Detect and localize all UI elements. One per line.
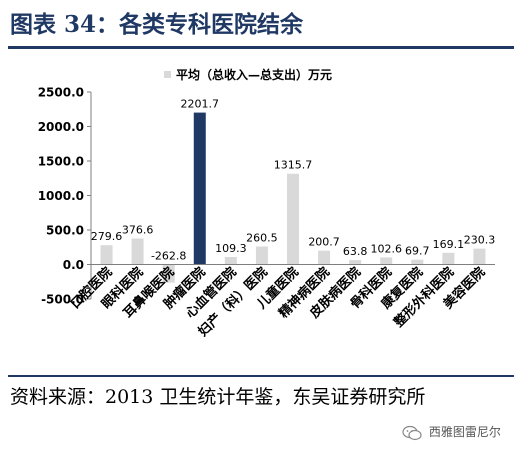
data-label: -262.8 (151, 250, 186, 263)
data-label: 63.8 (343, 245, 368, 258)
bar (380, 257, 393, 265)
bar (411, 259, 424, 265)
y-tick-label: 2500.0 (38, 86, 84, 100)
bar (473, 248, 486, 265)
bar (224, 256, 237, 265)
data-label: 230.3 (464, 234, 496, 247)
data-label: 376.6 (122, 224, 154, 237)
watermark-text: 西雅图雷尼尔 (428, 425, 501, 439)
y-axis: -500.0 0.0 500.0 1000.0 1500.0 2000.0 2500.0 (38, 86, 92, 307)
legend-swatch (164, 71, 171, 78)
y-tick-label: -500.0 (41, 293, 84, 307)
data-label: 2201.7 (181, 98, 220, 111)
data-label: 260.5 (246, 232, 278, 245)
y-tick-label: 500.0 (46, 224, 84, 238)
data-label: 109.3 (215, 242, 247, 255)
legend-label: 平均（总收入—总支出）万元 (176, 67, 332, 82)
bar (442, 252, 455, 265)
source-divider (8, 375, 514, 377)
bar (162, 264, 175, 283)
data-label: 102.6 (370, 242, 402, 255)
title-underline (8, 46, 514, 49)
chart-legend: 平均（总收入—总支出）万元 (164, 67, 332, 82)
bar (287, 173, 299, 265)
y-tick-label: 0.0 (63, 258, 84, 272)
source-note: 资料来源：2013 卫生统计年鉴，东吴证券研究所 (10, 386, 426, 408)
x-axis: 口腔医院眼科医院耳鼻喉医院肿瘤医院心血管医院妇产（科）医院儿童医院精神病医院皮肤… (67, 264, 495, 340)
y-tick-label: 1500.0 (38, 155, 84, 169)
watermark: 西雅图雷尼尔 (402, 420, 501, 444)
bar (100, 245, 113, 265)
wechat-icon (402, 425, 422, 440)
bar (318, 250, 331, 265)
bar (349, 260, 362, 265)
data-label: 69.7 (405, 245, 430, 258)
bar (131, 238, 144, 265)
data-label: 279.6 (91, 230, 123, 243)
bar (255, 246, 268, 265)
bar-series (100, 112, 486, 283)
data-label: 169.1 (433, 238, 465, 251)
figure-title: 图表 34：各类专科医院结余 (10, 11, 304, 38)
y-tick-label: 2000.0 (38, 120, 84, 134)
data-label: 200.7 (308, 236, 340, 249)
bar-chart: 平均（总收入—总支出）万元 -500.0 0.0 500.0 1000.0 1500.0… (38, 67, 496, 340)
data-label: 1315.7 (274, 159, 313, 172)
bar (193, 112, 206, 265)
y-tick-label: 1000.0 (38, 189, 84, 203)
